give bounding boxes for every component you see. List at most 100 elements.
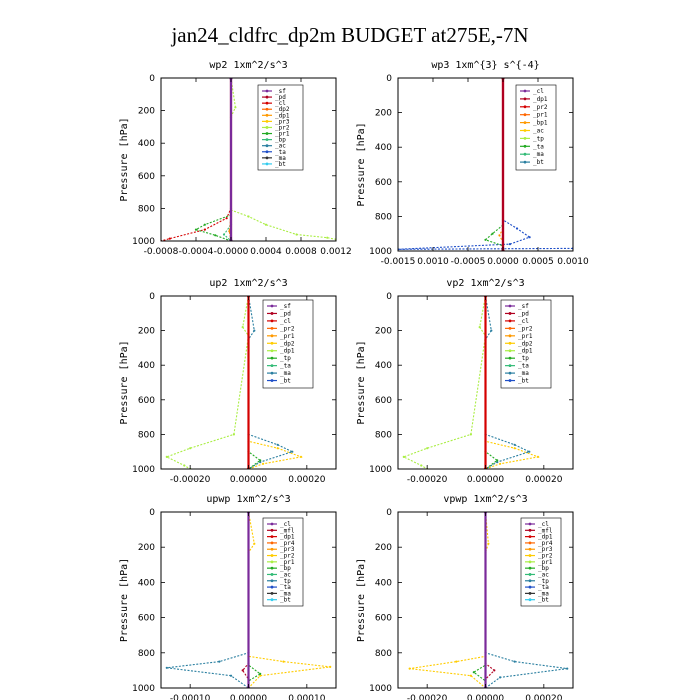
series-point <box>478 326 481 329</box>
legend-marker <box>270 573 274 576</box>
series-point <box>513 447 516 450</box>
y-tick-label: 200 <box>138 327 155 337</box>
legend-label: _ma <box>275 155 286 162</box>
y-tick-label: 1000 <box>369 465 392 475</box>
x-tick-label: -0.00010 <box>170 694 211 700</box>
legend-label: _dp1 <box>533 96 548 103</box>
legend-marker <box>528 528 532 532</box>
series-point <box>214 234 217 237</box>
y-tick-label: 200 <box>138 543 155 553</box>
y-tick-label: 800 <box>375 212 392 222</box>
series-point <box>234 106 237 109</box>
y-axis-label: Pressure [hPa] <box>119 117 130 201</box>
series-point <box>299 455 303 458</box>
y-tick-label: 1000 <box>132 465 155 475</box>
legend-label: _cl <box>533 88 544 95</box>
legend-label: _pr2 <box>533 104 548 111</box>
legend-label: _pr2 <box>538 553 553 560</box>
y-tick-label: 800 <box>138 649 155 659</box>
y-tick-label: 400 <box>375 361 392 371</box>
panel-6: vpwp 1xm^2/s^3 Pressure [hPa] 0 200 400 600 80… <box>356 494 574 700</box>
legend-marker <box>528 560 532 564</box>
legend-label: _ma <box>518 370 529 377</box>
legend-marker <box>265 113 269 117</box>
legend-label: _bp <box>538 565 549 572</box>
series-point <box>189 447 192 450</box>
legend-marker <box>270 364 274 368</box>
panel-4: vp2 1xm^2/s^3 Pressure [hPa] 0 200 400 600 800… <box>356 278 574 485</box>
y-tick-label: 0 <box>386 508 392 518</box>
legend-label: _sf <box>280 303 291 310</box>
y-tick-label: 0 <box>149 292 155 302</box>
y-tick-label: 1000 <box>132 684 155 694</box>
series-point <box>276 443 279 446</box>
legend-label: _tp <box>280 355 291 362</box>
legend-label: _dp1 <box>280 348 295 355</box>
y-tick-label: 400 <box>138 578 155 588</box>
x-tick-label: 0.00020 <box>288 475 325 485</box>
legend-label: _pr2 <box>518 325 533 332</box>
y-tick-label: 1000 <box>369 684 392 694</box>
series-line-pr1 <box>409 512 489 688</box>
series-line-mfl <box>484 512 496 680</box>
y-tick-label: 600 <box>375 614 392 624</box>
x-tick-label: -0.0005 <box>451 257 486 267</box>
legend-label: _bt <box>280 378 291 385</box>
legend-marker <box>523 113 527 117</box>
series-point <box>402 455 405 458</box>
legend-label: _tp <box>280 578 291 585</box>
legend-label: _tp <box>538 578 549 585</box>
legend-label: _dp1 <box>280 534 295 541</box>
series-point <box>499 676 502 679</box>
legend-label: _cl <box>280 318 291 325</box>
legend-marker <box>265 95 269 99</box>
series-point <box>259 674 262 677</box>
legend-label: _pr3 <box>280 546 295 553</box>
x-tick-label: 0.0012 <box>320 247 352 257</box>
legend-marker <box>523 137 527 140</box>
series-point <box>194 228 198 231</box>
x-tick-label: -0.0004 <box>179 247 214 257</box>
legend-label: _dp1 <box>518 348 533 355</box>
x-tick-label: 0.00000 <box>230 475 267 485</box>
legend-label: _cl <box>275 100 286 107</box>
legend-label: _pr3 <box>538 546 553 553</box>
y-tick-label: 400 <box>138 361 155 371</box>
legend-marker <box>523 105 527 109</box>
panel-2: wp3 1xm^{3} s^{-4} Pressure [hPa] 0 200 400 6… <box>356 60 589 267</box>
y-tick-label: 1000 <box>369 247 392 257</box>
legend-marker <box>265 107 269 111</box>
x-tick-label: 0.00000 <box>230 694 267 700</box>
legend-marker <box>270 566 274 570</box>
panel-title: vp2 1xm^2/s^3 <box>446 278 524 289</box>
legend-label: _ta <box>533 143 544 150</box>
legend-label: _tp <box>518 355 529 362</box>
x-tick-label: 0.0010 <box>417 257 449 267</box>
series-point <box>241 669 244 672</box>
legend-marker <box>270 535 274 539</box>
legend-marker <box>528 579 532 583</box>
legend-label: _tp <box>533 135 544 142</box>
x-tick-label: 0.00010 <box>288 694 325 700</box>
panel-title: upwp 1xm^2/s^3 <box>206 494 290 505</box>
legend-label: _sf <box>518 303 529 310</box>
legend-label: _dp2 <box>518 340 533 347</box>
x-tick-label: 0.0008 <box>285 247 317 257</box>
series-point <box>496 461 499 464</box>
legend-label: _pr1 <box>280 559 295 566</box>
legend-label: _dp2 <box>275 106 290 113</box>
legend-marker <box>523 152 527 156</box>
y-tick-label: 800 <box>138 430 155 440</box>
legend-marker <box>265 89 269 93</box>
series-line-pr1 <box>247 512 331 688</box>
series-point <box>229 674 233 677</box>
x-tick-label: 0.00020 <box>525 694 562 700</box>
series-point <box>295 233 298 236</box>
legend-marker <box>523 121 527 124</box>
legend-marker <box>265 138 269 142</box>
legend-marker <box>528 573 532 576</box>
legend-marker <box>508 304 512 308</box>
series-point <box>472 671 475 674</box>
legend-label: _bt <box>538 597 549 604</box>
y-tick-label: 0 <box>386 74 392 84</box>
